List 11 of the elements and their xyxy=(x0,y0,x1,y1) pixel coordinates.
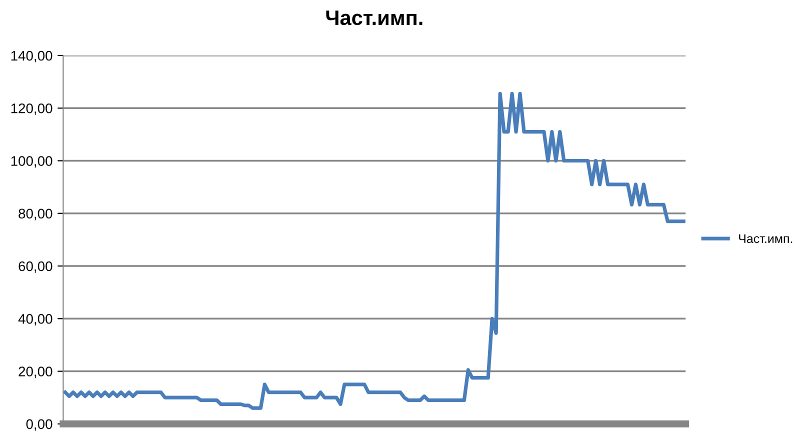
y-tick-label: 80,00 xyxy=(18,208,52,220)
y-tick-label: 100,00 xyxy=(11,156,52,168)
y-tick-label: 120,00 xyxy=(11,103,52,115)
y-tick-label: 20,00 xyxy=(18,366,52,378)
y-tick-label: 40,00 xyxy=(18,314,52,326)
y-tick-label: 60,00 xyxy=(18,261,52,273)
y-tick-label: 140,00 xyxy=(11,50,52,62)
y-tick-label: 0,00 xyxy=(26,419,52,431)
legend-label: Част.имп. xyxy=(739,234,792,244)
line-series xyxy=(63,92,686,410)
chart-title: Част.имп. xyxy=(326,10,422,26)
